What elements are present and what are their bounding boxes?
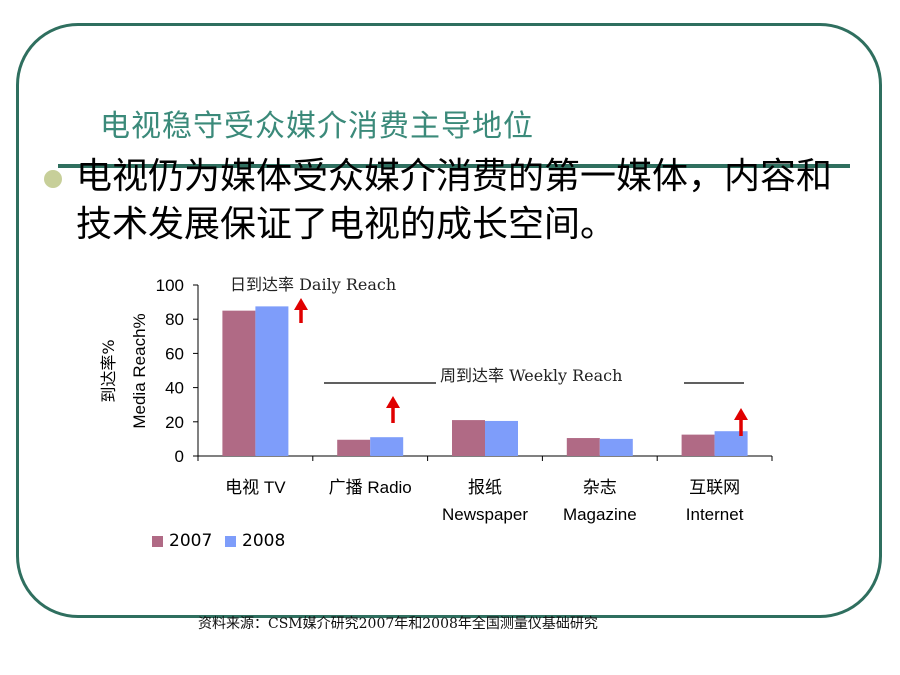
bullet-text: 电视仍为媒体受众媒介消费的第一媒体，内容和技术发展保证了电视的成长空间。 bbox=[76, 156, 833, 245]
x-tick-label: 互联网 bbox=[689, 478, 740, 497]
x-tick-label: 杂志 bbox=[583, 478, 617, 497]
y-tick-label: 80 bbox=[165, 310, 184, 329]
slide-frame bbox=[16, 23, 882, 618]
x-tick-label: Newspaper bbox=[442, 505, 528, 524]
x-tick-label: Magazine bbox=[563, 505, 637, 524]
y-axis-title-en: Media Reach% bbox=[130, 313, 149, 428]
daily-reach-label: 日到达率 Daily Reach bbox=[230, 275, 396, 294]
slide-title: 电视稳守受众媒介消费主导地位 bbox=[100, 109, 534, 144]
x-tick-label: 广播 Radio bbox=[329, 478, 412, 497]
title-rule bbox=[58, 164, 850, 168]
y-tick-label: 20 bbox=[165, 413, 184, 432]
chart-annotations: 日到达率 Daily Reach 周到达率 Weekly Reach bbox=[230, 275, 748, 436]
x-tick-labels: 电视 TV 广播 Radio 报纸 Newspaper 杂志 Magazine 互联网 Int… bbox=[225, 478, 744, 524]
up-arrow-icon bbox=[294, 298, 308, 323]
bar-2007-0 bbox=[222, 310, 256, 456]
bar-2008-2 bbox=[485, 420, 518, 456]
x-tick-label: 电视 TV bbox=[225, 478, 286, 497]
x-tick-label: Internet bbox=[686, 505, 744, 524]
legend-label-2007: 2007 bbox=[169, 531, 213, 551]
up-arrow-icon bbox=[386, 396, 400, 423]
y-axis-title: 到达率% Media Reach% bbox=[99, 313, 149, 428]
bar-2008-0 bbox=[255, 306, 289, 456]
source-note: 资料来源：CSM媒介研究2007年和2008年全国测量仪基础研究 bbox=[198, 616, 598, 632]
bar-2008-1 bbox=[370, 437, 404, 456]
legend-item-2008: 2008 bbox=[225, 531, 285, 551]
x-tick-label: 报纸 bbox=[468, 478, 502, 497]
bullet-icon bbox=[44, 170, 62, 188]
legend-item-2007: 2007 bbox=[152, 531, 212, 551]
y-tick-label: 100 bbox=[156, 276, 184, 295]
bar-2008-3 bbox=[599, 438, 633, 456]
bar-2007-3 bbox=[566, 438, 600, 456]
legend-swatch-2007 bbox=[152, 535, 163, 547]
bar-2007-1 bbox=[337, 439, 371, 456]
up-arrow-icon bbox=[734, 408, 748, 436]
legend-label-2008: 2008 bbox=[242, 531, 286, 551]
bar-series bbox=[222, 306, 748, 456]
bar-2007-4 bbox=[681, 434, 715, 456]
y-tick-labels: 0 20 40 60 80 100 bbox=[156, 276, 184, 466]
weekly-reach-label: 周到达率 Weekly Reach bbox=[440, 366, 622, 385]
y-axis-title-cn: 到达率% bbox=[99, 339, 118, 402]
y-tick-label: 60 bbox=[165, 344, 184, 363]
legend-swatch-2008 bbox=[225, 535, 236, 547]
y-tick-label: 0 bbox=[175, 447, 184, 466]
y-tick-label: 40 bbox=[165, 379, 184, 398]
bar-2007-2 bbox=[452, 420, 485, 456]
